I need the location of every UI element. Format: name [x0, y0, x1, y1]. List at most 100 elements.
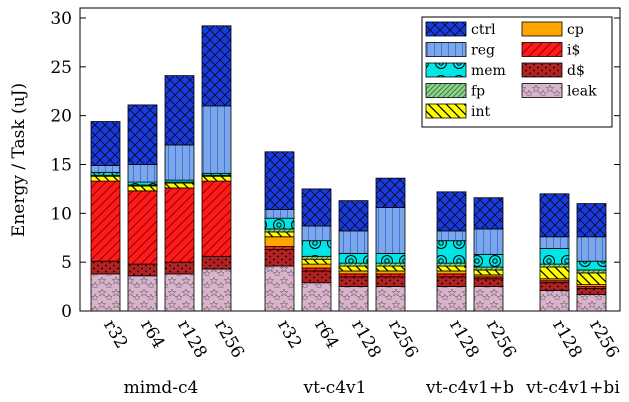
- bar-segment-vt-c4v1-r256-reg: [375, 207, 406, 254]
- bar-segment-vt-c4v1-b-r128-int: [436, 265, 467, 272]
- legend-swatch-d-cache: [521, 62, 563, 78]
- bar-segment-mimd-c4-r64-i-cache: [127, 190, 158, 265]
- bar-segment-vt-c4v1-r256-cp: [375, 270, 406, 275]
- group-label-vt-c4v1: vt-c4v1: [303, 378, 367, 398]
- bar-segment-mimd-c4-r128-ctrl: [164, 75, 195, 146]
- x-tick-label: r32: [99, 317, 131, 353]
- x-tick-label: r64: [310, 317, 342, 353]
- bar-segment-vt-c4v1-bi-r256-reg: [576, 236, 607, 262]
- bar-segment-vt-c4v1-bi-r128-reg: [539, 236, 570, 249]
- legend-swatch-reg: [425, 42, 467, 57]
- bar-segment-vt-c4v1-r256-ctrl: [375, 177, 406, 208]
- bar-segment-vt-c4v1-bi-r128-ctrl: [539, 193, 570, 238]
- bar-segment-vt-c4v1-bi-r128-fp: [539, 263, 570, 268]
- bar-segment-vt-c4v1-b-r256-mem: [473, 253, 504, 268]
- bar-segment-vt-c4v1-r128-int: [338, 265, 369, 272]
- x-tick-label: r256: [210, 317, 248, 362]
- y-tick-label: 5: [61, 253, 72, 273]
- bar-segment-vt-c4v1-b-r256-d-cache: [473, 278, 504, 287]
- legend-swatch-fp: [425, 83, 467, 98]
- x-tick-labels: r32 r64 r128 r256 r32 r64 r128 r256 r128 r256 r128…: [99, 317, 623, 362]
- bar-segment-vt-c4v1-r128-leak: [338, 286, 369, 312]
- bar-segment-vt-c4v1-b-r128-ctrl: [436, 191, 467, 232]
- y-tick-label: 30: [50, 9, 72, 29]
- bar-segment-mimd-c4-r32-i-cache: [90, 180, 121, 262]
- bar-segment-mimd-c4-r256-d-cache: [201, 255, 232, 270]
- bar-segment-vt-c4v1-r64-leak: [301, 282, 332, 312]
- bar-segment-mimd-c4-r64-int: [127, 185, 158, 192]
- bar-segment-vt-c4v1-r64-int: [301, 258, 332, 265]
- x-tick-label: r256: [482, 317, 520, 362]
- x-tick-label: r128: [347, 317, 385, 362]
- bar-segment-vt-c4v1-r256-i-cache: [375, 273, 406, 278]
- bar-segment-vt-c4v1-r32-leak: [264, 265, 295, 312]
- group-label-mimd-c4: mimd-c4: [124, 378, 199, 398]
- bar-segment-mimd-c4-r256-reg: [201, 105, 232, 174]
- bar-segment-mimd-c4-r128-leak: [164, 273, 195, 312]
- bar-segment-mimd-c4-r64-d-cache: [127, 263, 158, 277]
- bar-segment-vt-c4v1-r32-mem: [264, 217, 295, 230]
- y-tick-label: 0: [61, 302, 72, 322]
- legend-swatch-int: [425, 103, 467, 119]
- bar-segment-vt-c4v1-bi-r256-fp: [576, 269, 607, 274]
- bars: [90, 25, 607, 312]
- bar-segment-mimd-c4-r32-d-cache: [90, 260, 121, 275]
- bar-segment-mimd-c4-r64-ctrl: [127, 104, 158, 165]
- bar-segment-mimd-c4-r256-leak: [201, 268, 232, 312]
- bar-segment-vt-c4v1-r32-d-cache: [264, 249, 295, 267]
- y-tick-label: 20: [50, 107, 72, 127]
- bar-segment-mimd-c4-r128-i-cache: [164, 187, 195, 263]
- bar-segment-mimd-c4-r32-mem: [90, 171, 121, 176]
- bar-segment-vt-c4v1-r256-int: [375, 265, 406, 272]
- legend-swatch-i-cache: [521, 42, 563, 57]
- bar-segment-vt-c4v1-r256-fp: [375, 262, 406, 267]
- bar-segment-vt-c4v1-r256-leak: [375, 286, 406, 312]
- bar-segment-mimd-c4-r64-reg: [127, 164, 158, 183]
- bar-segment-vt-c4v1-r128-ctrl: [338, 200, 369, 232]
- bar-segment-vt-c4v1-b-r128-leak: [436, 286, 467, 312]
- bar-segment-mimd-c4-r32-ctrl: [90, 121, 121, 166]
- bar-segment-vt-c4v1-r64-d-cache: [301, 270, 332, 284]
- bar-segment-mimd-c4-r64-leak: [127, 275, 158, 312]
- bar-segment-vt-c4v1-r128-i-cache: [338, 273, 369, 278]
- bar-segment-vt-c4v1-bi-r128-int: [539, 266, 570, 280]
- legend-swatch-leak: [521, 83, 563, 98]
- bar-segment-mimd-c4-r256-int: [201, 175, 232, 182]
- bar-segment-vt-c4v1-b-r128-mem: [436, 240, 467, 264]
- x-tick-label: r64: [136, 317, 168, 353]
- bar-segment-vt-c4v1-r128-fp: [338, 262, 369, 267]
- bar-segment-mimd-c4-r32-leak: [90, 273, 121, 312]
- y-tick-label: 15: [50, 156, 72, 176]
- bar-segment-vt-c4v1-bi-r256-ctrl: [576, 203, 607, 238]
- bar-segment-vt-c4v1-r128-d-cache: [338, 276, 369, 287]
- bar-segment-vt-c4v1-r128-reg: [338, 230, 369, 254]
- y-ticks: 0 5 10 15 20 25 30: [50, 9, 620, 322]
- bar-segment-mimd-c4-r32-int: [90, 175, 121, 182]
- legend-label-i-cache: i$: [567, 43, 580, 59]
- legend-label-ctrl: ctrl: [471, 22, 496, 38]
- bar-segment-vt-c4v1-r256-d-cache: [375, 276, 406, 287]
- legend-label-fp: fp: [471, 84, 485, 100]
- y-axis-label: Energy / Task (uJ): [9, 83, 29, 237]
- bar-segment-vt-c4v1-bi-r128-d-cache: [539, 282, 570, 291]
- bar-segment-vt-c4v1-r64-cp: [301, 263, 332, 269]
- legend-swatch-mem: [425, 62, 467, 78]
- bar-segment-vt-c4v1-b-r128-i-cache: [436, 273, 467, 278]
- x-tick-label: r128: [548, 317, 586, 362]
- bar-segment-mimd-c4-r128-int: [164, 182, 195, 189]
- bar-segment-vt-c4v1-bi-r256-d-cache: [576, 288, 607, 295]
- x-tick-label: r32: [273, 317, 305, 353]
- y-tick-label: 10: [50, 204, 72, 224]
- bar-segment-vt-c4v1-b-r256-ctrl: [473, 197, 504, 230]
- bar-segment-vt-c4v1-r64-i-cache: [301, 267, 332, 272]
- legend-label-int: int: [471, 104, 490, 120]
- group-label-vt-c4v1-bi: vt-c4v1+bi: [525, 378, 620, 398]
- bar-segment-vt-c4v1-r32-i-cache: [264, 246, 295, 250]
- x-tick-label: r128: [173, 317, 211, 362]
- x-tick-label: r256: [384, 317, 422, 362]
- bar-segment-vt-c4v1-r32-fp: [264, 228, 295, 233]
- bar-segment-vt-c4v1-r128-cp: [338, 270, 369, 275]
- legend-swatch-cp: [521, 21, 563, 37]
- legend-swatch-ctrl: [425, 21, 467, 37]
- group-label-vt-c4v1-b: vt-c4v1+b: [425, 378, 514, 398]
